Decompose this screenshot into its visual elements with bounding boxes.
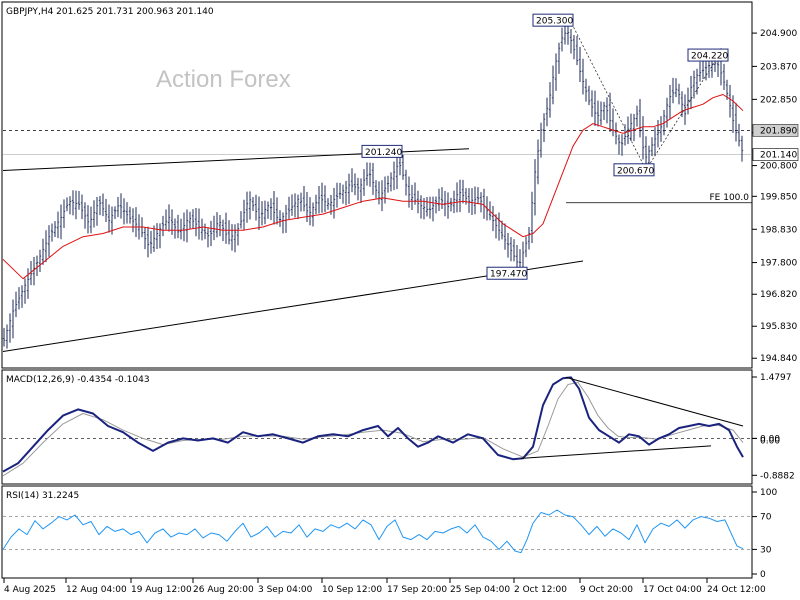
- price-annotation-label: 197.470: [490, 270, 527, 280]
- price-y-tick-label: 204.900: [760, 29, 797, 39]
- watermark: Action Forex: [156, 66, 291, 93]
- x-tick-label: 25 Sep 04:00: [450, 585, 510, 595]
- x-tick-label: 17 Sep 20:00: [387, 585, 447, 595]
- x-tick-label: 10 Sep 12:00: [322, 585, 382, 595]
- price-annotation: 204.220: [687, 48, 729, 62]
- rsi-title: RSI(14) 31.2245: [6, 491, 79, 501]
- price-y-tick-label: 203.870: [760, 62, 797, 72]
- price-layer: 204.900203.870202.850201.820200.800199.8…: [2, 13, 799, 364]
- macd-trendline: [565, 376, 744, 427]
- price-y-tick-label: 195.830: [760, 322, 797, 332]
- last-price-tag: [752, 148, 799, 161]
- price-annotation-label: 204.220: [691, 52, 728, 62]
- price-annotation: 197.470: [486, 266, 528, 280]
- price-annotation-label: 201.240: [365, 148, 402, 158]
- price-trendline: [2, 260, 584, 352]
- dashed-level-label: 201.890: [760, 126, 797, 136]
- price-annotation: 200.670: [613, 163, 655, 177]
- rsi-layer: 100 70 30 0: [2, 488, 777, 580]
- moving-average-line: [2, 94, 744, 280]
- rsi-y-tick-label: 70: [760, 513, 772, 523]
- price-y-tick-label: 197.800: [760, 259, 797, 269]
- price-y-tick-label: 199.850: [760, 192, 797, 202]
- fe-level-label: FE 100.0: [710, 193, 750, 203]
- macd-y-tick-label: 0.00: [760, 434, 780, 444]
- macd-trendline: [520, 445, 712, 459]
- macd-panel-frame: [1, 369, 753, 485]
- price-y-tick-label: 194.840: [760, 354, 797, 364]
- x-tick-label: 17 Oct 04:00: [643, 585, 702, 595]
- x-tick-label: 24 Oct 12:00: [707, 585, 766, 595]
- last-price-label: 201.140: [760, 151, 797, 161]
- x-axis: 4 Aug 2025 12 Aug 04:00 19 Aug 12:00 26 Aug…: [3, 578, 766, 595]
- price-annotation: 201.240: [361, 144, 403, 158]
- x-tick-label: 26 Aug 20:00: [193, 585, 254, 595]
- price-panel-frame: [1, 1, 753, 369]
- price-y-tick-label: 196.820: [760, 290, 797, 300]
- rsi-y-tick-label: 0: [760, 570, 766, 580]
- x-tick-label: 4 Aug 2025: [4, 585, 56, 595]
- x-tick-label: 19 Aug 12:00: [131, 585, 192, 595]
- rsi-line: [2, 509, 744, 554]
- rsi-y-tick-label: 100: [760, 488, 777, 498]
- price-annotation-label: 200.670: [617, 166, 654, 176]
- macd-line: [2, 376, 744, 473]
- price-annotation-label: 205.300: [536, 17, 573, 27]
- symbol-header: GBPJPY,H4 201.625 201.731 200.963 201.14…: [6, 7, 214, 17]
- price-y-tick-label: 198.830: [760, 225, 797, 235]
- x-tick-label: 12 Aug 04:00: [66, 585, 127, 595]
- x-tick-label: 2 Oct 12:00: [514, 585, 567, 595]
- price-annotation: 205.300: [532, 13, 574, 27]
- price-annotation-box: [613, 163, 655, 177]
- x-tick-label: 9 Oct 20:00: [580, 585, 633, 595]
- price-annotation-box: [361, 144, 403, 158]
- macd-y-tick-label: -0.8882: [760, 471, 795, 481]
- price-y-tick-label: 202.850: [760, 95, 797, 105]
- macd-title: MACD(12,26,9) -0.4354 -0.1043: [6, 375, 150, 385]
- macd-y-tick-label: 1.4797: [760, 373, 792, 383]
- price-annotation-box: [532, 13, 574, 27]
- x-tick-label: 3 Sep 04:00: [258, 585, 313, 595]
- price-annotation-box: [486, 266, 528, 280]
- rsi-y-tick-label: 30: [760, 545, 772, 555]
- price-annotation-box: [687, 48, 729, 62]
- price-y-tick-label: 200.800: [760, 162, 797, 172]
- rsi-panel-frame: [1, 485, 753, 579]
- dashed-level-tag: [752, 124, 799, 137]
- macd-y-tick-label: 0.00: [760, 436, 780, 446]
